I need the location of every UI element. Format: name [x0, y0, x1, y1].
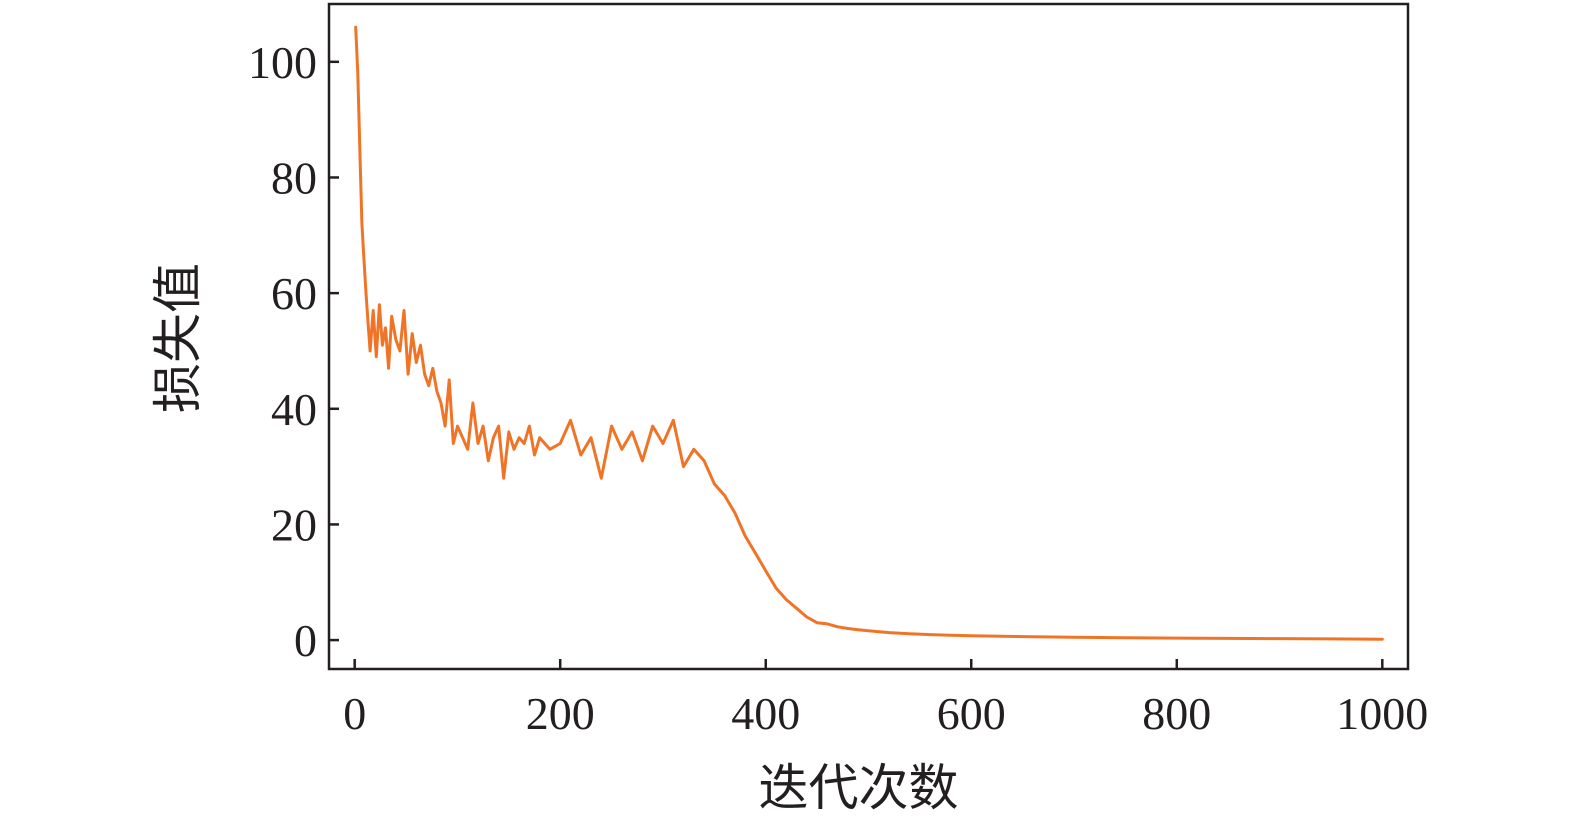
y-tick-label: 100 [248, 37, 317, 88]
y-axis-label: 损失值 [150, 263, 206, 413]
x-tick-label: 800 [1142, 688, 1211, 739]
x-tick-label: 1000 [1336, 688, 1428, 739]
labels-layer: 0 200 400 600 800 1000 0 20 40 60 80 100 迭代次数 损失值 [150, 37, 1428, 816]
x-tick-label: 200 [526, 688, 595, 739]
x-tick-label: 0 [343, 688, 366, 739]
y-tick-label: 40 [271, 384, 317, 435]
x-tick-label: 600 [937, 688, 1006, 739]
y-tick-label: 0 [294, 615, 317, 666]
x-tick-label: 400 [731, 688, 800, 739]
plot-frame [327, 2, 1410, 671]
loss-series-line [354, 25, 1384, 641]
series-layer [354, 25, 1384, 641]
y-tick-label: 20 [271, 499, 317, 550]
y-tick-label: 80 [271, 152, 317, 203]
y-tick-label: 60 [271, 268, 317, 319]
ticks-layer [329, 60, 1384, 669]
x-axis-label: 迭代次数 [759, 760, 959, 816]
